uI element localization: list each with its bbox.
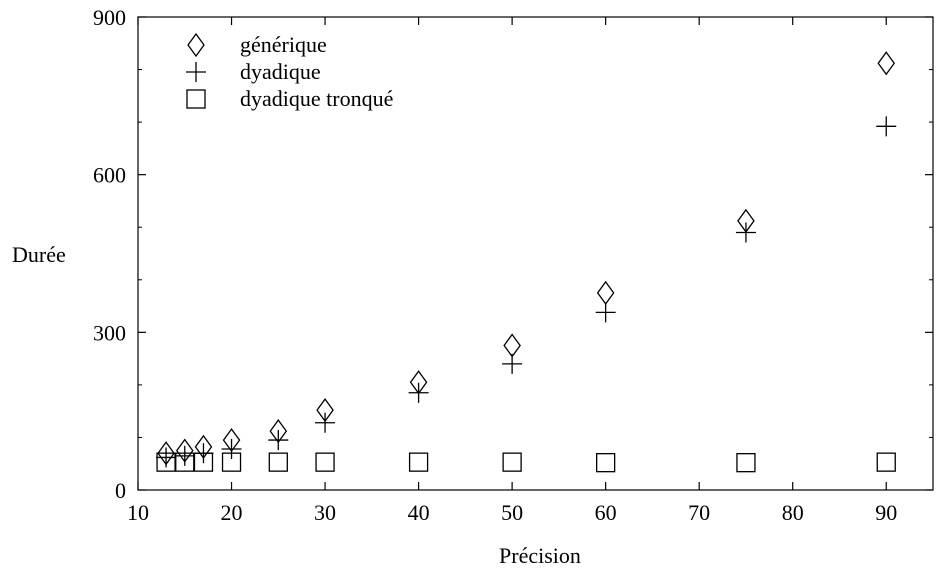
data-point-plus (502, 353, 523, 374)
legend-marker-diamond (187, 32, 205, 58)
series-0 (157, 51, 896, 466)
y-axis-label: Durée (12, 242, 66, 267)
legend-label: générique (240, 32, 327, 57)
data-point-plus (156, 447, 177, 468)
x-axis-label: Précision (499, 543, 581, 568)
x-tick-label: 50 (501, 500, 523, 525)
data-point-plus (735, 222, 756, 243)
data-point-diamond (877, 51, 896, 76)
legend-label: dyadique (240, 59, 321, 84)
y-tick-label: 300 (93, 320, 126, 345)
data-point-square (193, 452, 214, 472)
data-point-square (736, 453, 756, 473)
data-point-plus (876, 116, 897, 137)
y-tick-label: 600 (93, 163, 126, 188)
plot-frame (137, 16, 934, 491)
x-tick-label: 90 (875, 500, 897, 525)
data-point-plus (174, 445, 195, 466)
series-2 (156, 452, 896, 473)
y-tick-label: 0 (115, 478, 126, 503)
data-point-plus (595, 302, 616, 323)
data-point-square (315, 452, 335, 472)
data-points (156, 51, 897, 473)
x-tick-label: 10 (127, 500, 149, 525)
x-tick-label: 80 (782, 500, 804, 525)
data-point-square (502, 452, 522, 472)
data-point-square (408, 452, 429, 472)
y-tick-label: 900 (93, 5, 126, 30)
data-point-plus (221, 439, 242, 460)
legend-label: dyadique tronqué (240, 86, 393, 111)
data-point-diamond (503, 333, 521, 358)
data-point-plus (408, 382, 429, 403)
x-tick-label: 30 (314, 500, 336, 525)
axis-ticks (137, 16, 933, 491)
data-point-square (268, 452, 288, 472)
x-tick-label: 40 (408, 500, 430, 525)
data-point-plus (268, 430, 289, 451)
data-point-square (595, 453, 616, 473)
legend-marker-plus (186, 62, 206, 82)
data-point-square (156, 452, 176, 472)
x-tick-label: 20 (221, 500, 243, 525)
series-1 (156, 116, 897, 468)
data-point-square (876, 452, 896, 472)
legend-marker-square (186, 89, 206, 109)
data-point-diamond (596, 280, 615, 306)
x-tick-label: 60 (595, 500, 617, 525)
x-tick-label: 70 (688, 500, 710, 525)
data-point-plus (315, 412, 336, 433)
data-point-square (175, 452, 195, 472)
data-point-square (221, 452, 242, 472)
